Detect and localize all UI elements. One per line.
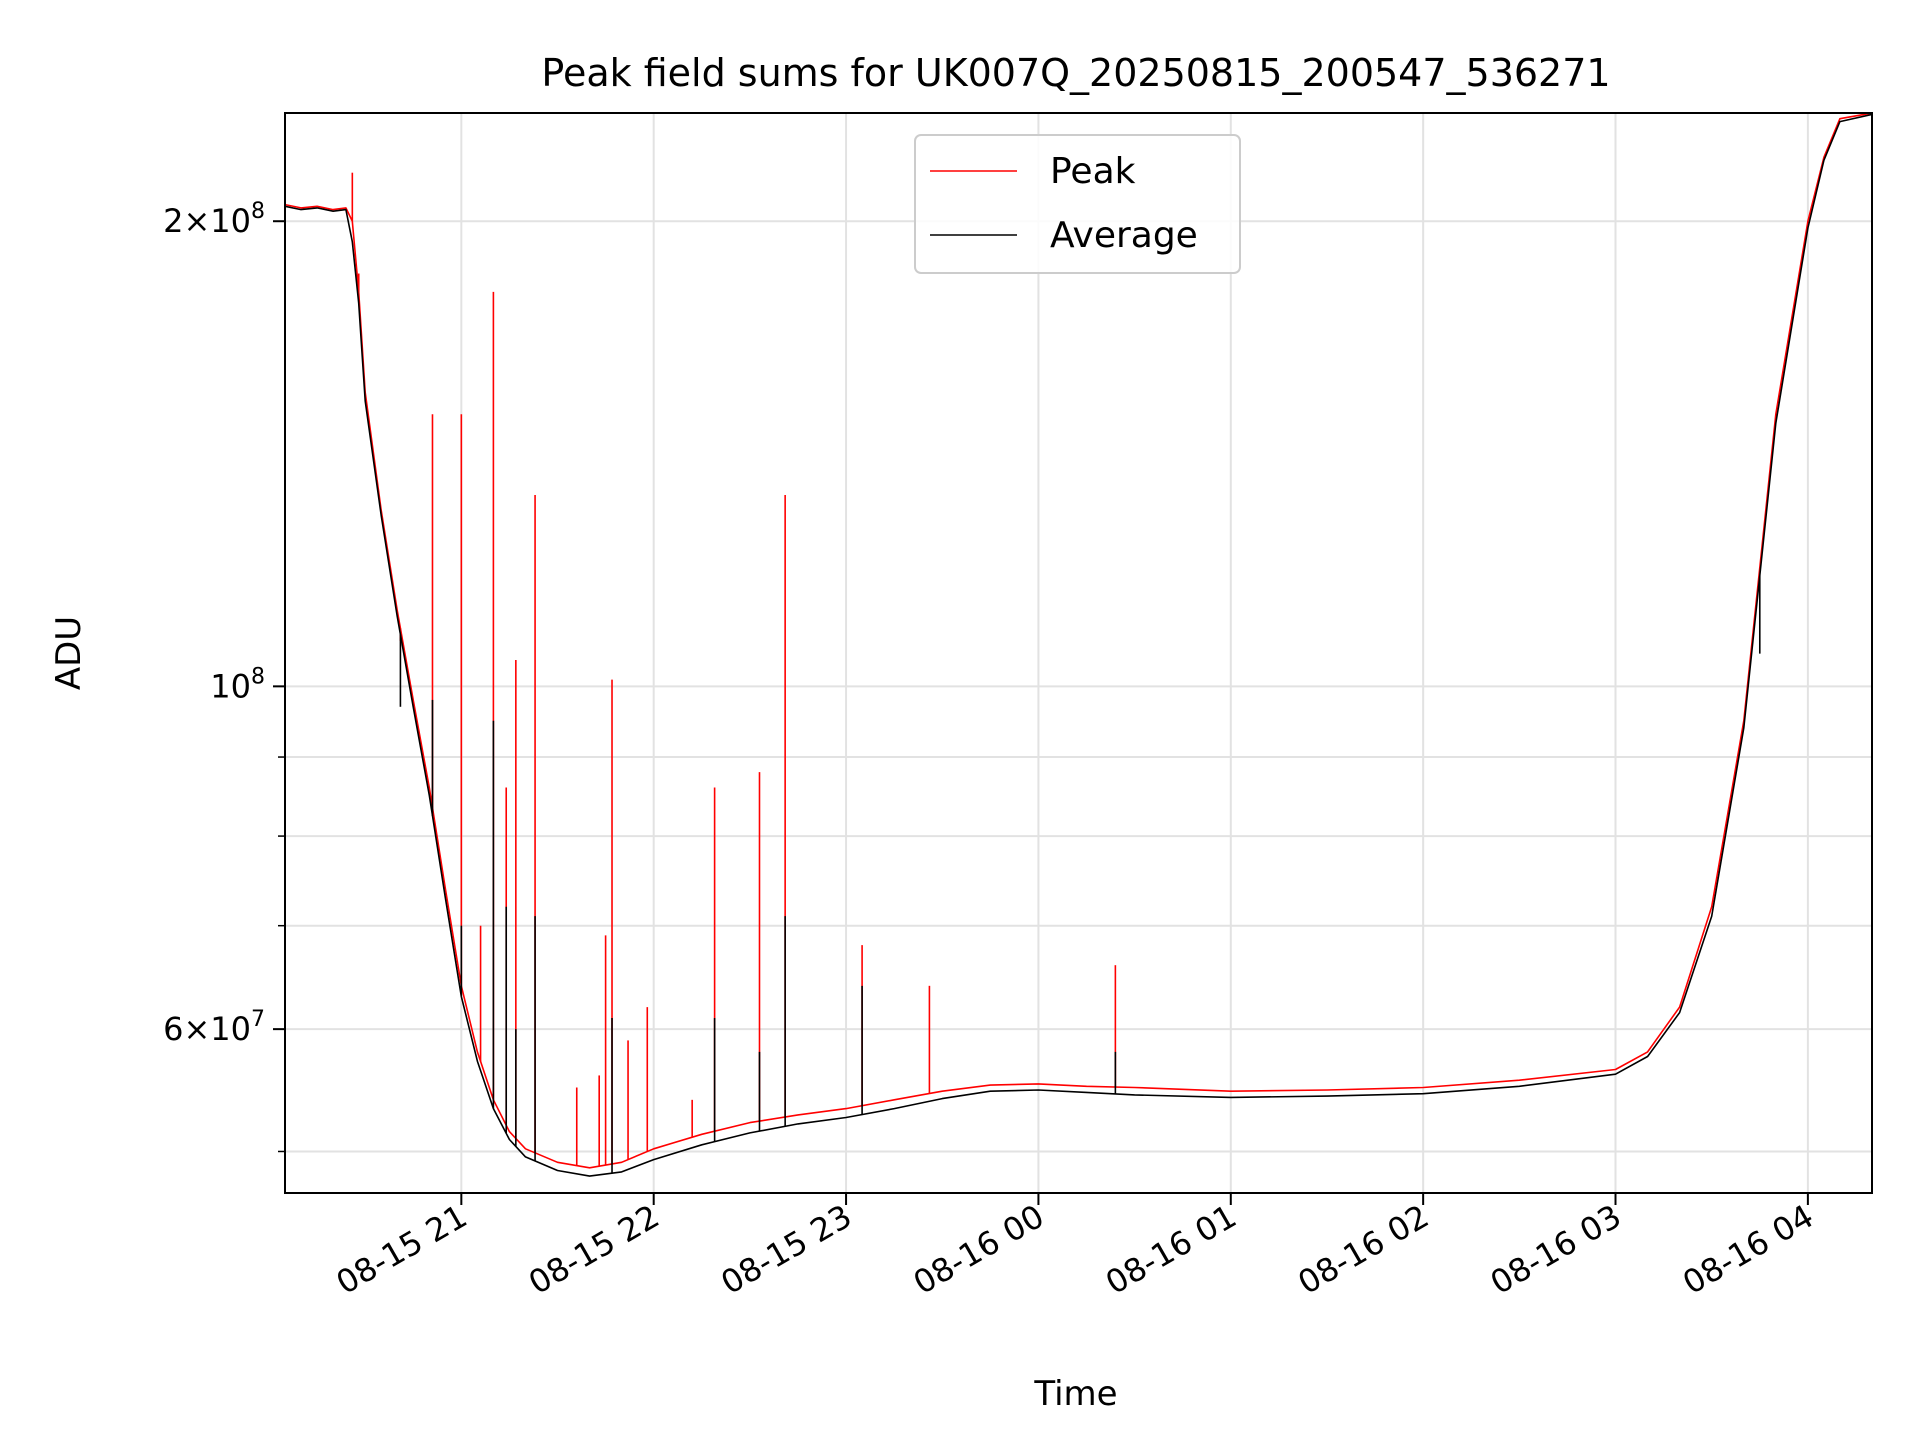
series-line-peak xyxy=(285,113,1872,1169)
legend-box xyxy=(914,134,1241,274)
series-line-average xyxy=(285,113,1872,1177)
y-axis-label: ADU xyxy=(49,616,89,690)
legend-label-average: Average xyxy=(1050,215,1198,256)
plot-area xyxy=(285,113,1872,1177)
chart-title: Peak field sums for UK007Q_20250815_2005… xyxy=(541,51,1610,95)
legend-label-peak: Peak xyxy=(1050,151,1136,192)
y-tick-label: 6×107 xyxy=(163,1007,265,1048)
y-axis: 6×107 108 2×108 xyxy=(163,199,285,1153)
legend: Peak Average xyxy=(914,134,1241,274)
y-tick-label: 2×108 xyxy=(163,199,265,240)
y-tick-label: 108 xyxy=(210,664,265,705)
x-axis-label: Time xyxy=(1033,1374,1117,1414)
plot-frame xyxy=(284,112,1873,1194)
